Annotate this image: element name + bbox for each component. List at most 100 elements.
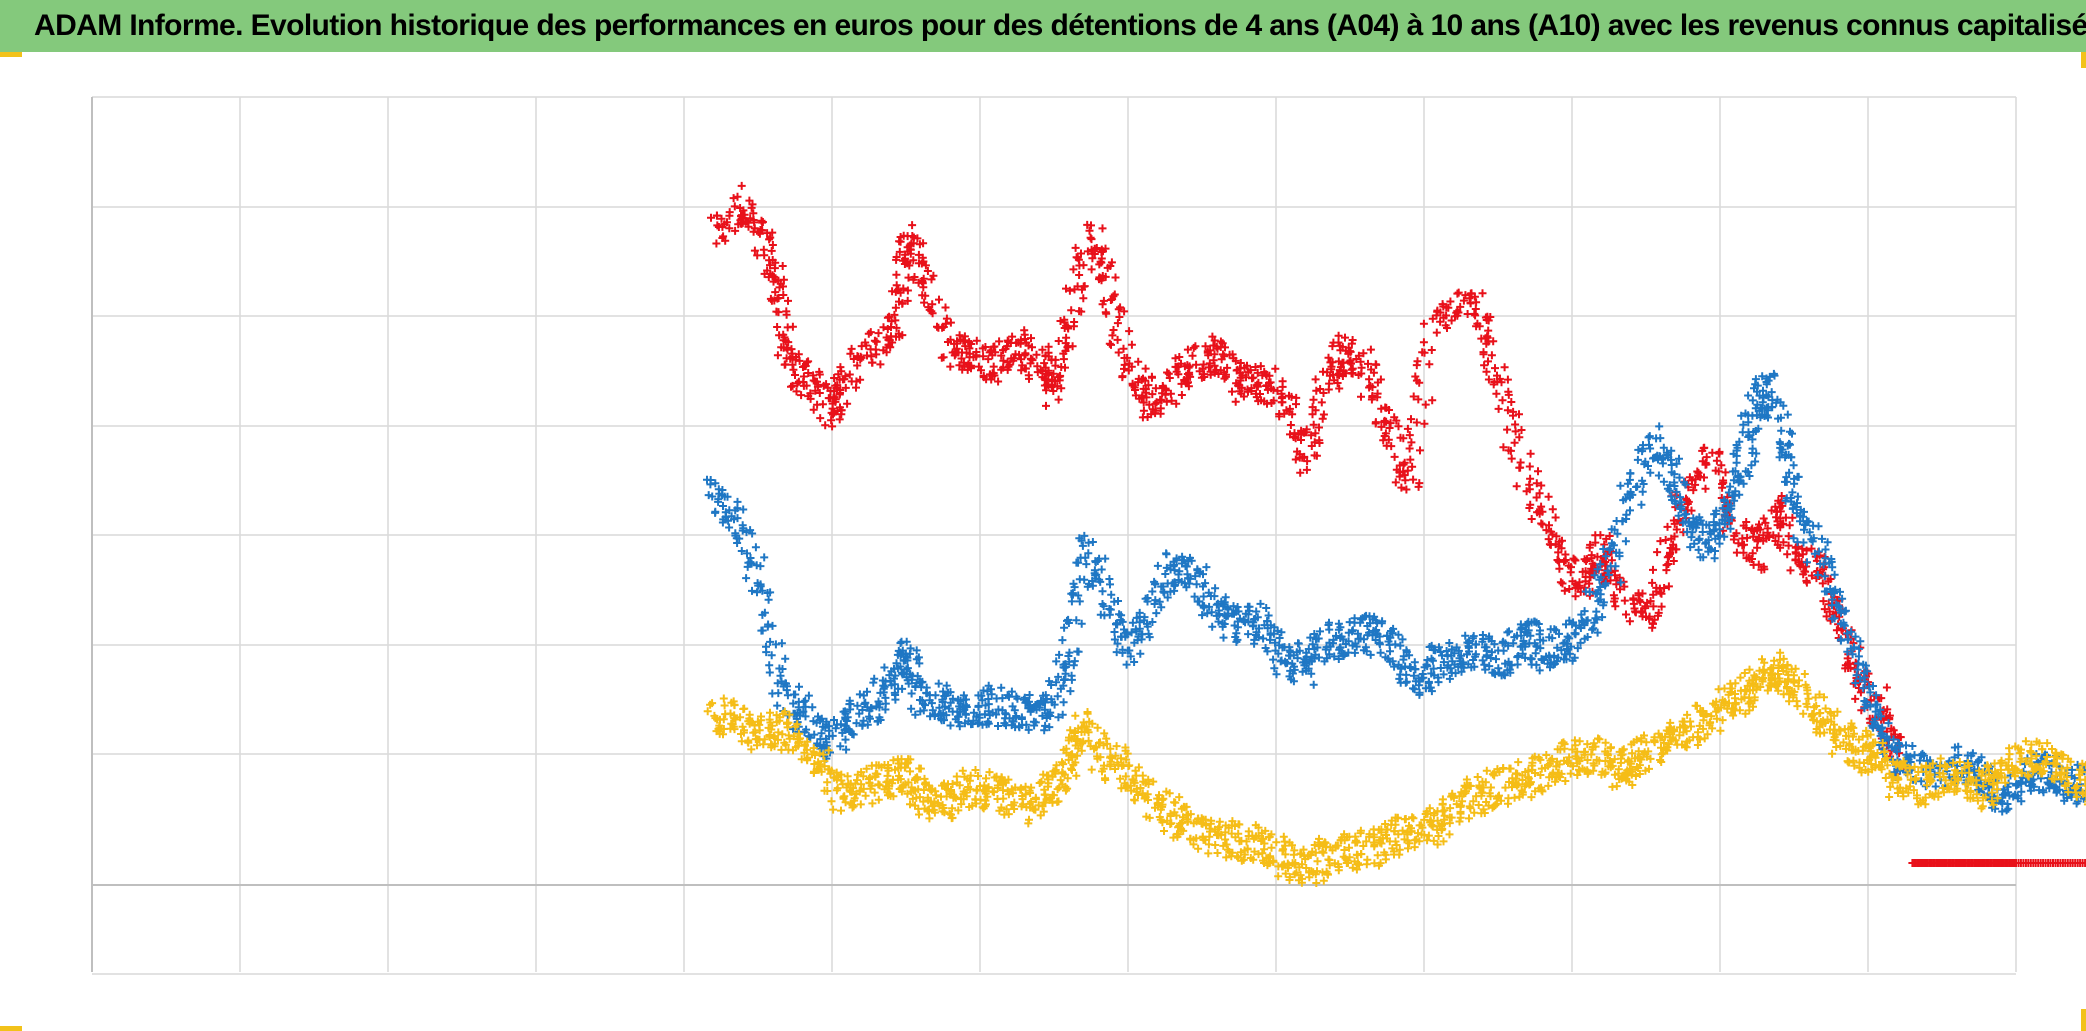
- data-point: [999, 356, 1008, 365]
- data-point: [780, 360, 789, 369]
- data-point: [1484, 357, 1492, 366]
- data-point: [1715, 449, 1724, 458]
- data-point: [1120, 364, 1128, 373]
- data-point: [887, 323, 895, 331]
- data-point: [1814, 522, 1823, 531]
- data-point: [1411, 372, 1420, 381]
- data-point: [837, 806, 845, 815]
- data-point: [788, 322, 797, 331]
- data-point: [1213, 849, 1222, 857]
- data-point: [1075, 575, 1084, 584]
- data-point: [1139, 398, 1148, 407]
- data-point: [1009, 356, 1018, 365]
- data-point: [1259, 634, 1268, 643]
- data-point: [888, 287, 897, 296]
- data-point: [1596, 531, 1605, 540]
- data-point: [806, 394, 815, 403]
- data-point: [1067, 675, 1076, 684]
- data-point: [1560, 586, 1569, 595]
- data-point: [1161, 570, 1170, 578]
- data-point: [1249, 373, 1258, 382]
- data-point: [1136, 649, 1145, 658]
- data-point: [1551, 513, 1560, 522]
- data-point: [1127, 362, 1136, 371]
- data-point: [794, 377, 803, 386]
- data-point: [1516, 463, 1525, 472]
- data-point: [736, 204, 745, 212]
- data-point: [1160, 827, 1168, 835]
- data-point: [967, 361, 976, 370]
- data-point: [1147, 410, 1156, 419]
- data-point: [903, 247, 912, 256]
- data-point: [829, 410, 837, 419]
- data-point: [1786, 566, 1795, 575]
- data-point: [1921, 782, 1930, 791]
- data-point: [1632, 483, 1641, 491]
- data-point: [827, 797, 836, 806]
- data-point: [863, 351, 871, 360]
- data-point: [1147, 372, 1156, 381]
- frame-corner-bottom-right: [2081, 1009, 2086, 1031]
- data-point: [1066, 687, 1075, 696]
- data-point: [894, 329, 903, 338]
- data-point: [1799, 538, 1808, 547]
- data-point: [1500, 363, 1509, 372]
- data-point: [909, 233, 918, 242]
- data-point: [1271, 364, 1280, 373]
- data-point: [896, 237, 905, 246]
- data-point: [1592, 607, 1601, 616]
- data-point: [1278, 398, 1287, 407]
- data-point: [774, 294, 783, 302]
- data-point: [999, 363, 1008, 372]
- data-point: [1409, 814, 1418, 823]
- data-point: [766, 261, 774, 270]
- data-point: [1309, 680, 1318, 689]
- data-point: [787, 382, 795, 391]
- data-point: [797, 391, 806, 400]
- data-point: [1113, 319, 1122, 328]
- data-point: [1453, 289, 1462, 298]
- data-point: [739, 505, 748, 514]
- data-point: [972, 352, 981, 361]
- data-point: [898, 299, 907, 308]
- data-point: [764, 273, 773, 282]
- data-point: [1148, 390, 1157, 399]
- data-point: [1162, 549, 1171, 558]
- data-point: [868, 358, 877, 367]
- data-point: [1445, 830, 1454, 839]
- data-point: [767, 246, 776, 255]
- data-point: [1067, 306, 1076, 315]
- data-point: [925, 305, 934, 314]
- data-point: [1357, 392, 1365, 401]
- data-point: [974, 362, 983, 371]
- data-point: [1611, 602, 1620, 611]
- data-point: [828, 422, 837, 431]
- data-point: [804, 369, 813, 377]
- data-point: [1256, 599, 1265, 608]
- data-point: [1208, 622, 1217, 631]
- data-point: [1044, 381, 1053, 390]
- data-point: [779, 282, 787, 291]
- data-point: [906, 767, 914, 776]
- data-point: [1028, 343, 1036, 352]
- data-point: [1059, 698, 1068, 707]
- data-point: [768, 228, 777, 237]
- data-point: [1419, 338, 1428, 347]
- data-point: [801, 362, 810, 370]
- data-point: [1111, 273, 1120, 282]
- data-point: [767, 296, 776, 305]
- data-point: [1427, 346, 1436, 354]
- data-point: [768, 241, 777, 249]
- data-point: [922, 683, 931, 692]
- data-point: [788, 360, 797, 369]
- data-point: [1410, 843, 1419, 852]
- data-point: [1278, 382, 1287, 391]
- data-point: [1114, 348, 1123, 357]
- data-point: [733, 497, 742, 506]
- data-point: [888, 338, 897, 347]
- data-point: [1108, 331, 1117, 340]
- data-point: [903, 286, 912, 295]
- data-point: [1655, 422, 1664, 431]
- data-point: [997, 351, 1006, 360]
- data-point: [1087, 235, 1096, 244]
